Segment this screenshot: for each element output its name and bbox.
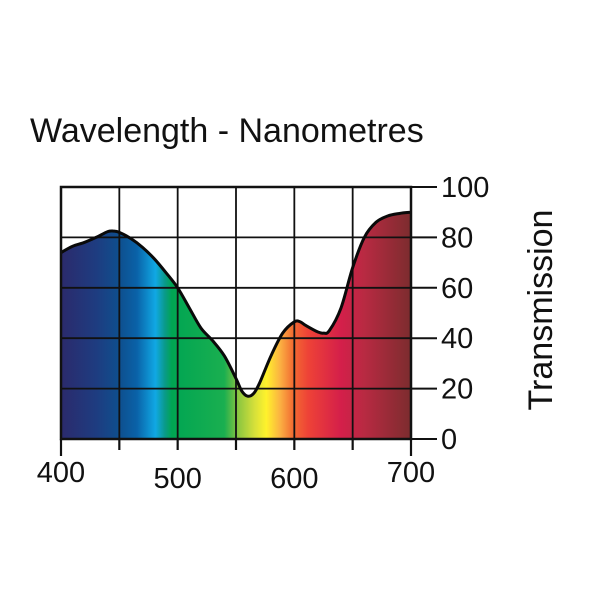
y-tick-labels: 0 20 40 60 80 100	[441, 172, 489, 456]
y-tick-label: 0	[441, 424, 457, 456]
y-tick-label: 40	[441, 323, 473, 355]
transmission-curve	[61, 210, 411, 398]
y-tick-label: 80	[441, 222, 473, 254]
curve-layer	[61, 210, 411, 398]
x-tick-label: 500	[153, 463, 201, 495]
y-tick-label: 100	[441, 172, 489, 204]
y-tick-label: 20	[441, 374, 473, 406]
y-axis-label: Transmission	[522, 210, 560, 411]
x-tick-label: 400	[37, 457, 85, 489]
x-tick-labels: 400 500 600 700	[37, 457, 435, 495]
x-tick-label: 700	[387, 457, 435, 489]
plot-area	[61, 212, 411, 439]
axes	[59, 185, 437, 456]
spectrum-area	[61, 212, 411, 439]
x-tick-label: 600	[270, 463, 318, 495]
y-tick-label: 60	[441, 273, 473, 305]
chart-title: Wavelength - Nanometres	[30, 112, 424, 150]
